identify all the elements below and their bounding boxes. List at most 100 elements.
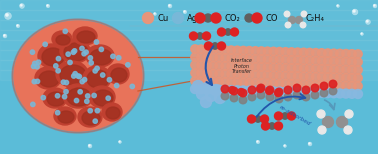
Circle shape bbox=[361, 32, 364, 36]
Circle shape bbox=[293, 91, 301, 99]
Circle shape bbox=[257, 87, 266, 95]
Circle shape bbox=[305, 48, 314, 57]
Circle shape bbox=[352, 9, 358, 15]
Circle shape bbox=[239, 89, 247, 97]
Circle shape bbox=[3, 34, 7, 38]
Circle shape bbox=[16, 24, 20, 28]
Circle shape bbox=[63, 29, 68, 33]
Circle shape bbox=[245, 55, 254, 63]
Circle shape bbox=[233, 54, 242, 63]
Circle shape bbox=[251, 55, 260, 63]
Circle shape bbox=[6, 14, 8, 16]
Circle shape bbox=[342, 57, 350, 66]
Bar bbox=[0, 40, 378, 50]
Ellipse shape bbox=[58, 111, 74, 123]
Circle shape bbox=[245, 63, 254, 71]
Ellipse shape bbox=[67, 88, 91, 106]
Ellipse shape bbox=[63, 84, 93, 108]
Circle shape bbox=[347, 89, 356, 98]
Circle shape bbox=[92, 93, 96, 98]
Circle shape bbox=[257, 55, 266, 63]
Circle shape bbox=[211, 13, 221, 23]
Text: CO₂: CO₂ bbox=[224, 14, 240, 22]
Circle shape bbox=[309, 143, 310, 144]
Circle shape bbox=[89, 145, 90, 146]
Circle shape bbox=[204, 42, 212, 50]
Circle shape bbox=[318, 126, 326, 134]
Text: C₂H₄: C₂H₄ bbox=[305, 14, 324, 22]
Circle shape bbox=[191, 45, 199, 53]
Circle shape bbox=[231, 28, 239, 36]
Circle shape bbox=[209, 85, 218, 94]
Circle shape bbox=[317, 88, 326, 97]
Circle shape bbox=[336, 57, 344, 66]
Circle shape bbox=[56, 69, 60, 73]
Circle shape bbox=[263, 63, 272, 71]
Circle shape bbox=[77, 74, 82, 79]
Circle shape bbox=[197, 61, 205, 69]
Circle shape bbox=[256, 140, 260, 144]
Circle shape bbox=[274, 122, 282, 130]
Circle shape bbox=[266, 86, 274, 94]
Circle shape bbox=[330, 81, 338, 89]
Circle shape bbox=[269, 71, 278, 80]
Circle shape bbox=[288, 16, 296, 24]
Circle shape bbox=[336, 65, 344, 74]
Circle shape bbox=[217, 42, 226, 50]
Ellipse shape bbox=[107, 64, 129, 84]
Circle shape bbox=[56, 56, 60, 61]
Circle shape bbox=[275, 87, 284, 96]
Circle shape bbox=[252, 13, 262, 23]
Ellipse shape bbox=[14, 21, 142, 131]
Circle shape bbox=[285, 22, 291, 28]
Ellipse shape bbox=[102, 103, 122, 121]
Circle shape bbox=[305, 80, 314, 89]
Circle shape bbox=[191, 61, 199, 69]
Circle shape bbox=[336, 4, 339, 8]
Circle shape bbox=[322, 116, 333, 128]
Circle shape bbox=[353, 10, 355, 12]
Circle shape bbox=[227, 46, 235, 54]
Ellipse shape bbox=[73, 27, 97, 45]
Circle shape bbox=[46, 4, 50, 8]
Circle shape bbox=[342, 81, 350, 90]
Circle shape bbox=[262, 122, 270, 130]
Circle shape bbox=[36, 60, 41, 64]
Ellipse shape bbox=[86, 45, 114, 67]
Ellipse shape bbox=[83, 66, 111, 90]
Circle shape bbox=[344, 126, 352, 134]
Circle shape bbox=[305, 56, 314, 65]
Circle shape bbox=[293, 64, 302, 72]
Circle shape bbox=[111, 54, 115, 59]
Bar bbox=[0, 0, 378, 10]
Circle shape bbox=[118, 140, 121, 144]
Circle shape bbox=[172, 12, 183, 24]
Circle shape bbox=[82, 77, 87, 82]
Ellipse shape bbox=[93, 90, 113, 106]
Circle shape bbox=[227, 54, 235, 62]
Ellipse shape bbox=[78, 107, 102, 127]
Circle shape bbox=[354, 50, 362, 58]
Circle shape bbox=[348, 66, 356, 74]
Circle shape bbox=[73, 71, 77, 76]
Circle shape bbox=[269, 55, 278, 64]
Circle shape bbox=[342, 73, 350, 82]
Circle shape bbox=[299, 88, 308, 97]
Circle shape bbox=[293, 84, 301, 92]
Circle shape bbox=[245, 79, 254, 87]
Circle shape bbox=[215, 70, 223, 78]
Circle shape bbox=[126, 63, 130, 67]
Circle shape bbox=[221, 92, 229, 100]
Circle shape bbox=[354, 58, 362, 66]
Circle shape bbox=[215, 46, 223, 54]
Circle shape bbox=[299, 80, 308, 89]
Circle shape bbox=[115, 83, 119, 88]
Circle shape bbox=[221, 85, 230, 94]
Circle shape bbox=[263, 47, 272, 55]
Circle shape bbox=[305, 88, 314, 97]
Circle shape bbox=[323, 89, 332, 98]
Circle shape bbox=[20, 4, 25, 8]
Circle shape bbox=[68, 60, 72, 65]
Circle shape bbox=[293, 56, 302, 64]
Circle shape bbox=[337, 5, 338, 6]
